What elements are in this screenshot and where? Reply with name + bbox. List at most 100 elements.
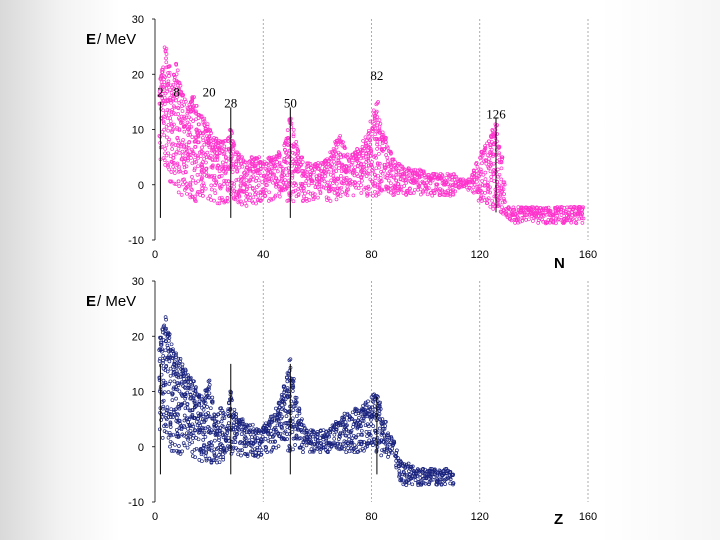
data-point — [359, 428, 364, 433]
data-point — [180, 109, 185, 113]
data-point — [221, 457, 226, 462]
data-point — [207, 414, 212, 419]
data-point — [254, 427, 259, 431]
data-point — [476, 171, 481, 175]
data-point — [347, 434, 351, 438]
data-point — [215, 201, 220, 206]
data-point — [160, 96, 165, 101]
data-point — [228, 167, 232, 171]
data-point — [501, 208, 506, 213]
data-point — [206, 395, 211, 399]
data-point — [217, 438, 221, 442]
data-point — [357, 415, 361, 420]
data-point — [360, 433, 365, 437]
data-point — [182, 392, 186, 397]
data-point — [366, 399, 370, 404]
data-point — [244, 198, 248, 203]
data-point — [527, 217, 531, 222]
data-point — [168, 179, 172, 184]
data-point — [160, 89, 165, 94]
data-point — [328, 199, 333, 203]
data-point — [313, 185, 318, 189]
data-point — [472, 170, 477, 175]
data-point — [250, 199, 254, 204]
data-point — [397, 469, 402, 473]
data-point — [444, 190, 449, 195]
data-point — [163, 147, 168, 151]
data-point — [410, 172, 415, 177]
y-tick-label: 30 — [132, 276, 144, 288]
data-point — [274, 182, 279, 187]
data-point — [369, 134, 374, 139]
data-point — [280, 426, 284, 431]
data-point — [340, 442, 345, 447]
data-point — [168, 444, 172, 449]
data-point — [198, 448, 203, 452]
data-point — [168, 179, 173, 184]
data-point — [366, 136, 370, 141]
data-point — [479, 169, 484, 174]
data-point — [190, 450, 195, 454]
data-point — [260, 196, 265, 200]
data-point — [448, 477, 453, 481]
gridlines — [262, 281, 589, 502]
data-point — [285, 388, 290, 392]
data-point — [411, 168, 416, 173]
data-point — [472, 177, 476, 182]
data-point — [325, 449, 330, 454]
data-point — [276, 408, 281, 413]
data-point — [299, 155, 304, 160]
data-point — [237, 423, 242, 428]
data-point — [269, 428, 273, 433]
data-point — [387, 435, 392, 440]
data-point — [389, 181, 393, 186]
data-point — [198, 154, 203, 158]
data-point — [479, 199, 484, 203]
data-point — [301, 423, 306, 428]
data-point — [284, 166, 289, 171]
data-point — [442, 193, 446, 197]
data-point — [460, 183, 465, 187]
data-point — [205, 150, 210, 155]
data-point — [374, 111, 378, 115]
data-point — [170, 398, 175, 402]
data-point — [174, 428, 179, 432]
data-point — [340, 143, 345, 148]
data-point — [499, 166, 504, 171]
data-point — [195, 128, 200, 133]
data-point — [214, 137, 219, 141]
data-point — [306, 190, 311, 194]
data-point — [437, 191, 442, 196]
data-point — [209, 428, 214, 433]
data-point — [299, 169, 304, 173]
data-point — [327, 434, 332, 439]
data-point — [208, 443, 213, 448]
x-tick-label: 80 — [365, 249, 377, 261]
data-point — [210, 157, 214, 162]
data-point — [338, 430, 343, 435]
data-point — [165, 343, 170, 348]
data-point — [277, 162, 282, 167]
magic-number-label: 2 — [157, 84, 164, 99]
data-point — [207, 383, 212, 387]
data-point — [402, 184, 407, 188]
data-point — [196, 140, 201, 145]
data-point — [202, 404, 206, 408]
y-tick-label: 20 — [132, 69, 144, 81]
data-point — [206, 425, 211, 429]
data-point — [196, 156, 201, 160]
data-point — [242, 171, 246, 175]
data-point — [394, 459, 399, 463]
data-point — [209, 131, 214, 135]
data-point — [164, 317, 168, 322]
data-point — [300, 417, 304, 422]
data-point — [181, 138, 185, 142]
data-point — [264, 445, 269, 450]
data-point — [236, 419, 241, 424]
data-point — [217, 201, 222, 206]
data-point — [173, 93, 178, 97]
data-point — [169, 433, 173, 438]
data-point — [478, 167, 483, 172]
data-point — [474, 162, 478, 166]
data-point — [447, 470, 452, 475]
